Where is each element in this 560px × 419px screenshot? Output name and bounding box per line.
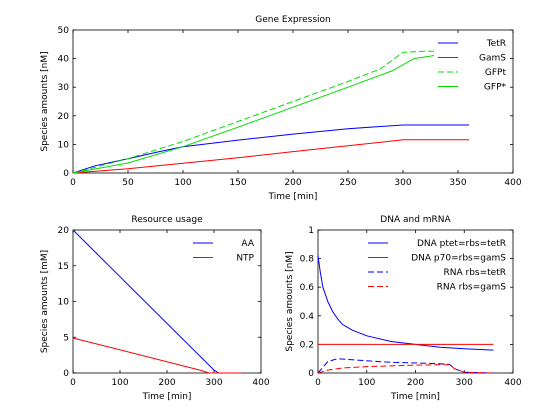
legend-label: DNA p70=rbs=gamS (411, 254, 506, 264)
chart-title: Gene Expression (255, 15, 330, 25)
y-tick-label: 0 (63, 369, 69, 379)
chart-1: 0 100 200 300 400 0 5 10 15 20 Resource usage Time … (40, 215, 270, 402)
legend-label: NTP (236, 254, 254, 264)
x-tick-label: 50 (122, 178, 134, 188)
x-tick-label: 300 (456, 378, 473, 388)
legend-label: GFP* (484, 83, 507, 93)
legend-label: RNA rbs=tetR (444, 268, 507, 278)
y-tick-label: 0 (308, 369, 314, 379)
x-tick-label: 200 (407, 378, 424, 388)
y-tick-label: 30 (58, 83, 70, 93)
series-line-3 (72, 52, 470, 174)
x-axis-label: Time [min] (268, 192, 318, 202)
x-tick-label: 150 (229, 178, 246, 188)
legend: TetR GamS GFPt GFP* (434, 34, 509, 96)
legend-box (364, 234, 509, 296)
y-axis-label: Species amounts [mM] (40, 250, 50, 353)
x-tick-label: 100 (111, 378, 128, 388)
series-line-0 (72, 124, 469, 174)
y-tick-label: 20 (58, 112, 70, 122)
x-tick-label: 300 (205, 378, 222, 388)
legend-box (434, 34, 509, 96)
legend: AA NTP (189, 234, 257, 267)
y-tick-label: 20 (58, 226, 70, 236)
y-tick-label: 50 (58, 26, 70, 36)
x-tick-label: 400 (252, 378, 269, 388)
series-line-1 (72, 139, 469, 174)
y-axis-label: Species amounts [nM] (40, 51, 50, 151)
x-axis-label: Time [min] (142, 392, 192, 402)
legend-label: RNA rbs=gamS (437, 283, 507, 293)
y-tick-label: 0.4 (300, 312, 315, 322)
chart-2: 0 100 200 300 400 0 0.2 0.4 0.6 0.8 1 DNA and mRNA T… (285, 215, 522, 402)
y-tick-label: 10 (58, 140, 70, 150)
x-tick-label: 0 (70, 178, 76, 188)
x-tick-label: 200 (158, 378, 175, 388)
series-line-1 (72, 337, 243, 374)
y-tick-label: 0.2 (300, 340, 314, 350)
chart-title: Resource usage (131, 215, 203, 225)
y-tick-label: 5 (63, 333, 69, 343)
y-tick-label: 15 (58, 262, 69, 272)
x-tick-label: 350 (449, 178, 466, 188)
x-tick-label: 300 (394, 178, 411, 188)
legend: DNA ptet=rbs=tetR DNA p70=rbs=gamS RNA rbs… (364, 234, 509, 296)
legend-box (189, 234, 257, 267)
y-tick-label: 0.6 (300, 283, 315, 293)
chart-0: 0 50 100 150 200 250 300 350 400 0 10 20 30 40 50 Gene … (40, 15, 522, 202)
y-tick-label: 10 (58, 298, 70, 308)
x-tick-label: 100 (358, 378, 375, 388)
legend-label: GamS (479, 54, 506, 64)
y-tick-label: 0 (63, 169, 69, 179)
x-tick-label: 200 (284, 178, 301, 188)
y-axis-label: Species amounts [nM] (285, 251, 295, 351)
x-tick-label: 250 (339, 178, 356, 188)
x-axis-label: Time [min] (390, 392, 440, 402)
x-tick-label: 100 (174, 178, 191, 188)
legend-label: TetR (486, 39, 506, 49)
series-line-3 (317, 364, 494, 374)
y-tick-label: 0.8 (300, 255, 315, 265)
series-line-0 (317, 255, 494, 351)
legend-label: AA (241, 239, 254, 249)
x-tick-label: 400 (504, 178, 521, 188)
x-tick-label: 0 (315, 378, 321, 388)
legend-label: DNA ptet=rbs=tetR (417, 239, 506, 249)
chart-title: DNA and mRNA (380, 215, 451, 225)
series-line-2 (72, 50, 469, 174)
legend-label: GFPt (485, 68, 507, 78)
x-tick-label: 0 (70, 378, 76, 388)
y-tick-label: 40 (58, 55, 70, 65)
y-tick-label: 1 (308, 226, 314, 236)
x-tick-label: 400 (504, 378, 521, 388)
